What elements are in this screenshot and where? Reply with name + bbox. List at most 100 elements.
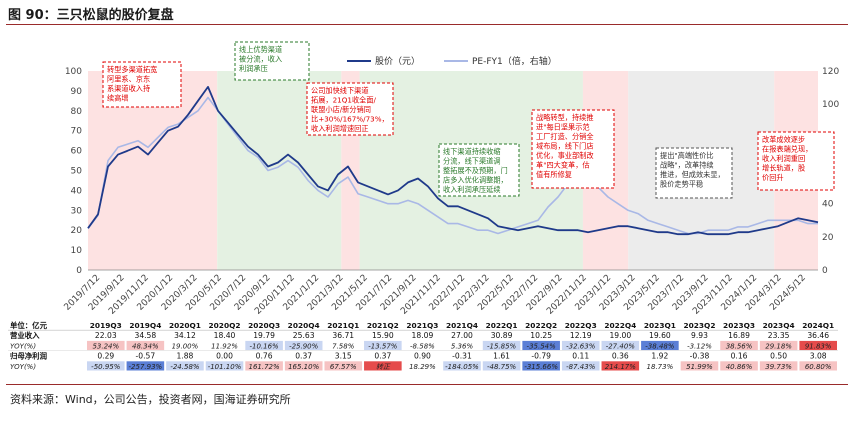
table-cell: 214.17% [605, 363, 636, 371]
table-quarter-header: 2019Q4 [129, 321, 161, 330]
table-row-label: 营业收入 [10, 331, 40, 340]
table-cell-bg [522, 361, 560, 371]
y-left-tick-label: 20 [71, 226, 83, 236]
table-cell-bg [324, 361, 363, 371]
y-left-tick-label: 10 [71, 246, 83, 256]
table-cell: 91.83% [805, 342, 832, 350]
annotation-line: 在报表端兑现， [762, 145, 812, 154]
table-quarter-header: 2023Q3 [723, 321, 755, 330]
table-cell: 1.61 [493, 352, 510, 361]
y-right-tick-label: 0 [822, 266, 828, 276]
financial-table: 单位：亿元 2019Q3 2019Q4 2020Q1 2020Q2 2020Q3 2020Q… [8, 321, 838, 371]
table-cell-bg [799, 340, 837, 351]
table-cell: -48.75% [487, 363, 517, 371]
table-cell: 0.00 [216, 352, 233, 361]
table-cell-bg [284, 361, 323, 371]
table-cell: -50.95% [91, 363, 121, 371]
y-left-tick-label: 40 [71, 186, 83, 196]
table-cell: -3.12% [687, 342, 712, 350]
table-cell: 165.10% [288, 363, 319, 371]
table-cell: 7.58% [332, 342, 355, 350]
table-cell: -315.66% [524, 363, 558, 371]
annotation-line: 收入利润承压延续 [443, 185, 501, 194]
y-left-tick-label: 100 [65, 67, 82, 77]
annotation-line: 系渠道收入持 [107, 84, 150, 93]
annotation-line: 域布局，线下门店 [536, 142, 594, 151]
y-left-tick-label: 0 [76, 266, 82, 276]
table-cell-bg [364, 340, 402, 351]
table-cell: 25.63 [293, 331, 315, 340]
table-cell: 34.58 [134, 331, 156, 340]
table-cell: 0.29 [97, 352, 114, 361]
table-cell: -15.85% [487, 342, 517, 350]
annotation-frame [306, 82, 394, 136]
y-right-tick-label: 40 [822, 200, 834, 210]
table-cell-bg [641, 340, 679, 351]
table-cell: 53.24% [92, 342, 119, 350]
annotation-line: 收入利润重回 [762, 154, 805, 163]
table-cell: 10.25 [530, 331, 552, 340]
table-cell-bg [601, 361, 640, 371]
table-row-label: YOY(%) [10, 363, 36, 371]
table-cell: 12.19 [570, 331, 592, 340]
table-cell: -25.90% [289, 342, 319, 350]
table-row-label: 归母净利润 [10, 352, 47, 361]
table-cell: 40.86% [726, 363, 753, 371]
annotation-line: 收入利润增速回正 [311, 124, 369, 133]
table-cell: -101.10% [208, 363, 242, 371]
stock-price-chart: 0102030405060708090100020406080100120201… [8, 41, 839, 371]
annotation-line: 利润承压 [239, 64, 268, 73]
annotation-line: 股价走势平稳 [660, 180, 703, 189]
table-cell: -10.16% [249, 342, 279, 350]
table-cell-bg [759, 361, 798, 371]
table-quarter-header: 2022Q3 [565, 321, 597, 330]
y-left-tick-label: 70 [71, 127, 83, 137]
table-cell: -38.48% [645, 342, 675, 350]
table-cell: 18.73% [647, 363, 674, 371]
table-cell-bg [245, 340, 283, 351]
table-quarter-header: 2021Q3 [406, 321, 438, 330]
table-cell: -0.38 [690, 352, 710, 361]
table-quarter-header: 2023Q1 [644, 321, 676, 330]
series-line-pe-fy1 [87, 96, 818, 235]
table-unit-label: 单位：亿元 [10, 321, 48, 330]
table-cell-bg [126, 361, 165, 371]
table-cell: 18.09 [412, 331, 434, 340]
table-cell: 19.00% [172, 342, 199, 350]
table-cell-bg [166, 361, 204, 371]
annotation-line: 推进，但成效未显， [660, 170, 725, 179]
table-cell: 5.36% [451, 342, 474, 350]
table-cell-bg [482, 361, 521, 371]
annotation-line: 线上优势渠道 [239, 45, 282, 54]
table-cell-bg [561, 340, 600, 351]
table-quarter-header: 2019Q3 [90, 321, 122, 330]
source-divider [6, 384, 848, 385]
annotation-line: 战略"，改革持续 [660, 161, 714, 170]
y-left-tick-label: 90 [71, 87, 83, 97]
legend-label: PE-FY1（倍，右轴） [472, 55, 557, 67]
y-right-tick-label: 20 [822, 233, 834, 243]
annotation-line: 阿里系、京东 [107, 75, 150, 84]
table-cell: -87.43% [566, 363, 596, 371]
annotation-box: 公司加快线下渠道拓展，21Q1收全面/联盟小店/新分销同比+30%/167%/7… [306, 82, 394, 136]
table-cell: -184.05% [445, 363, 479, 371]
table-quarter-header: 2021Q1 [327, 321, 359, 330]
table-cell: 0.11 [572, 352, 589, 361]
annotation-line: 工厂打造、分销全 [536, 132, 594, 141]
table-cell: -0.57 [136, 352, 156, 361]
chart-legend: 股价（元） PE-FY1（倍，右轴） [347, 55, 557, 67]
annotation-line: 革"四大变革，估 [536, 161, 590, 170]
table-quarter-header: 2020Q3 [248, 321, 280, 330]
table-cell-bg [720, 361, 758, 371]
table-cell: 0.36 [612, 352, 629, 361]
table-row-label: YOY(%) [10, 342, 36, 350]
table-cell: 34.12 [174, 331, 196, 340]
annotation-line: 值有所修复 [536, 170, 572, 179]
table-cell-bg [245, 361, 283, 371]
table-cell: 18.40 [214, 331, 236, 340]
table-cell: 67.57% [330, 363, 357, 371]
